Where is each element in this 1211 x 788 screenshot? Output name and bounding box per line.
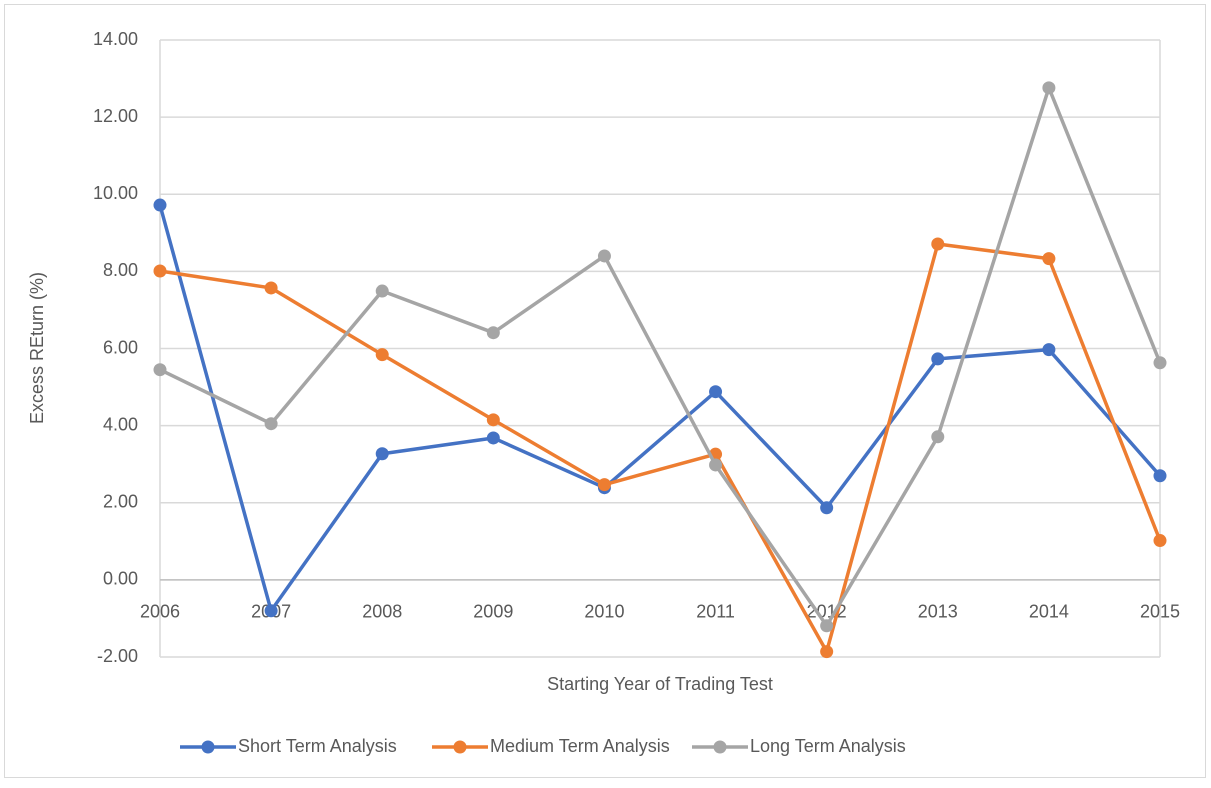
legend-marker <box>201 740 215 754</box>
series-line <box>159 242 1162 654</box>
data-point <box>375 348 389 362</box>
data-point <box>1153 356 1167 370</box>
x-tick-label: 2013 <box>918 602 958 622</box>
data-point <box>1042 343 1056 357</box>
x-tick-label: 2011 <box>696 602 735 622</box>
legend-label: Medium Term Analysis <box>490 736 670 756</box>
y-tick-label: 2.00 <box>103 492 138 512</box>
x-tick-label: 2010 <box>584 602 624 622</box>
data-point <box>486 431 500 445</box>
data-point <box>820 501 834 515</box>
y-tick-label: 4.00 <box>103 414 138 434</box>
legend-marker <box>713 740 727 754</box>
x-tick-label: 2008 <box>362 602 402 622</box>
x-tick-label: 2006 <box>140 602 180 622</box>
x-tick-label: 2014 <box>1029 602 1069 622</box>
y-tick-label: 10.00 <box>93 183 138 203</box>
data-point <box>153 198 167 212</box>
data-point <box>709 385 723 399</box>
x-axis-label: Starting Year of Trading Test <box>547 674 773 694</box>
data-point <box>264 604 278 618</box>
data-point <box>1042 81 1056 95</box>
data-point <box>264 417 278 431</box>
data-point <box>375 447 389 461</box>
legend-marker <box>453 740 467 754</box>
y-tick-label: 6.00 <box>103 337 138 357</box>
data-point <box>1153 469 1167 483</box>
legend-label: Short Term Analysis <box>238 736 397 756</box>
legend-label: Long Term Analysis <box>750 736 906 756</box>
chart-border <box>4 4 1206 778</box>
data-point <box>153 363 167 377</box>
data-point <box>597 249 611 263</box>
data-point <box>931 430 945 444</box>
data-point <box>153 264 167 278</box>
y-tick-label: 8.00 <box>103 260 138 280</box>
y-tick-label: 14.00 <box>93 29 138 49</box>
data-point <box>931 352 945 366</box>
data-point <box>375 284 389 298</box>
data-point <box>1042 252 1056 266</box>
x-tick-label: 2015 <box>1140 602 1180 622</box>
data-point <box>486 413 500 427</box>
y-tick-label: -2.00 <box>97 646 138 666</box>
series-line <box>158 204 1162 613</box>
series-line <box>159 86 1162 628</box>
data-point <box>820 645 834 659</box>
data-point <box>597 478 611 492</box>
data-point <box>709 458 723 472</box>
y-tick-label: 12.00 <box>93 106 138 126</box>
data-point <box>486 326 500 340</box>
data-point <box>931 237 945 251</box>
data-point <box>264 281 278 295</box>
data-point <box>820 619 834 633</box>
x-tick-label: 2009 <box>473 602 513 622</box>
y-tick-label: 0.00 <box>103 569 138 589</box>
data-point <box>1153 534 1167 548</box>
y-axis-label: Excess REturn (%) <box>27 272 47 424</box>
